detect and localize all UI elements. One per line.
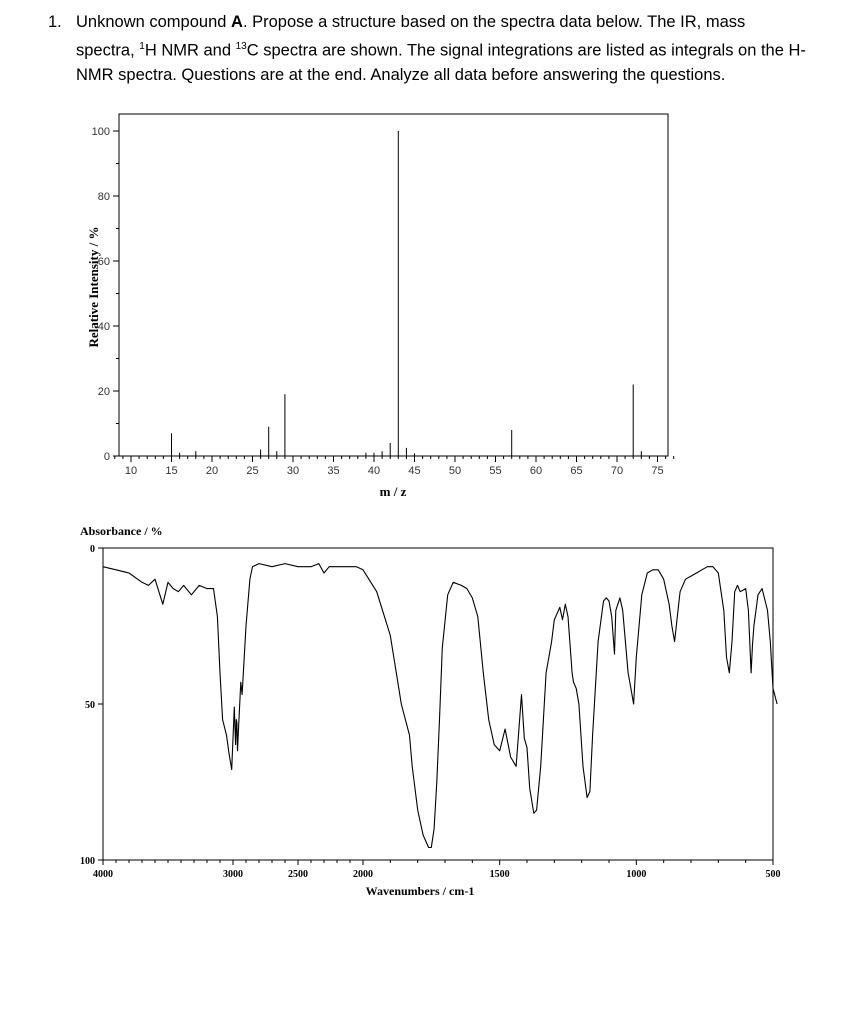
question-text-part: H NMR and bbox=[144, 41, 236, 59]
ms-ytick-label: 0 bbox=[104, 451, 110, 463]
ir-ytick-label: 50 bbox=[85, 700, 95, 711]
ms-ylabel: Relative Intensity / % bbox=[86, 227, 101, 348]
question-block: 1. Unknown compound A. Propose a structu… bbox=[48, 10, 808, 87]
ir-xtick-label: 4000 bbox=[93, 869, 113, 880]
ms-xtick-label: 50 bbox=[449, 465, 461, 477]
ir-ytick-label: 0 bbox=[90, 544, 95, 555]
c-superscript: 13 bbox=[235, 40, 247, 52]
ir-xlabel: Wavenumbers / cm-1 bbox=[366, 884, 475, 898]
ms-xtick-label: 70 bbox=[611, 465, 623, 477]
ms-xtick-label: 30 bbox=[287, 465, 299, 477]
ms-xtick-label: 35 bbox=[327, 465, 339, 477]
ms-ytick-label: 80 bbox=[98, 191, 110, 203]
ms-xtick-label: 75 bbox=[651, 465, 663, 477]
ir-xtick-label: 3000 bbox=[223, 869, 243, 880]
ms-xtick-label: 45 bbox=[408, 465, 420, 477]
ir-xtick-label: 500 bbox=[766, 869, 781, 880]
ms-xtick-label: 20 bbox=[206, 465, 218, 477]
ir-xtick-label: 2500 bbox=[288, 869, 308, 880]
compound-label: A bbox=[231, 13, 243, 31]
ir-plot-frame bbox=[102, 547, 774, 861]
ms-xlabel: m / z bbox=[380, 484, 407, 499]
ms-ytick-label: 20 bbox=[98, 386, 110, 398]
h-superscript: 1 bbox=[139, 40, 145, 52]
question-text-start: Unknown compound bbox=[76, 13, 232, 31]
ir-xtick-label: 2000 bbox=[353, 869, 373, 880]
ms-ytick-label: 40 bbox=[98, 321, 110, 333]
ir-ylabel: Absorbance / % bbox=[80, 524, 163, 538]
ms-xtick-label: 60 bbox=[530, 465, 542, 477]
question-text-part: . Propose a structure based on the spect… bbox=[76, 13, 746, 59]
question-text: Unknown compound A. Propose a structure … bbox=[76, 10, 808, 87]
mass-spectrum-chart: 0 20 40 60 80 100 10 15 20 25 30 35 40 45 50 55 60 65 70 75… bbox=[86, 113, 675, 499]
ir-xtick-label: 1500 bbox=[490, 869, 510, 880]
ir-xtick-label: 1000 bbox=[626, 869, 646, 880]
ir-spectrum-line bbox=[102, 563, 778, 849]
ms-xtick-label: 25 bbox=[246, 465, 258, 477]
ms-xtick-label: 40 bbox=[368, 465, 380, 477]
ms-plot-frame bbox=[118, 113, 669, 457]
question-text-end: C spectra are shown. The signal integrat… bbox=[76, 41, 806, 84]
ms-ytick-label: 100 bbox=[92, 126, 110, 138]
ms-ytick-label: 60 bbox=[98, 256, 110, 268]
ms-xtick-label: 65 bbox=[570, 465, 582, 477]
question-number: 1. bbox=[48, 13, 62, 31]
ms-xtick-label: 15 bbox=[165, 465, 177, 477]
ir-spectrum-chart: Absorbance / % 0 50 100 4000 3000 2500 2000 150… bbox=[80, 524, 781, 898]
ir-ytick-label: 100 bbox=[80, 856, 95, 867]
ms-xtick-label: 55 bbox=[489, 465, 501, 477]
ms-xtick-label: 10 bbox=[125, 465, 137, 477]
